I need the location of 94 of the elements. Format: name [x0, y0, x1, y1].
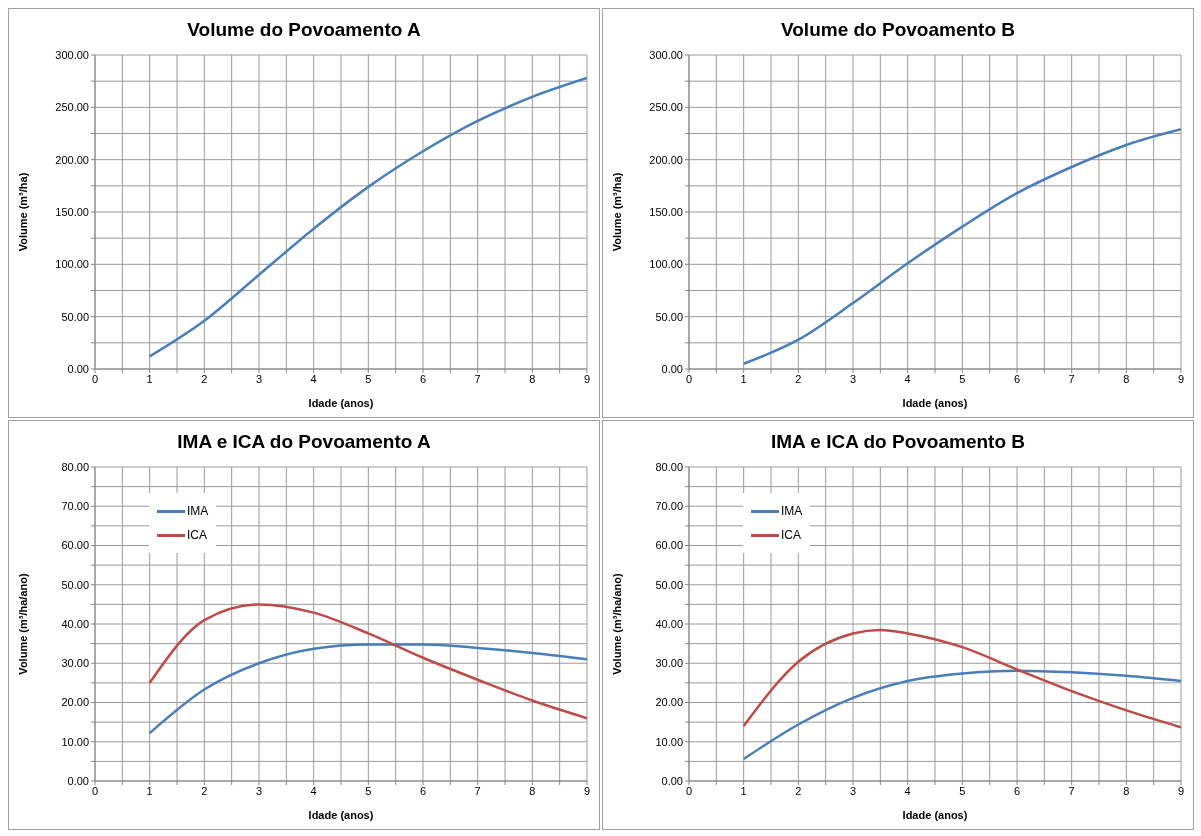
y-tick-label: 70.00 — [655, 500, 683, 513]
y-tick-label: 30.00 — [61, 657, 89, 670]
line-series — [742, 628, 1181, 729]
x-tick-label: 8 — [1123, 784, 1130, 797]
y-axis-title: Volume (m³/ha) — [16, 172, 29, 252]
y-tick-label: 250.00 — [649, 101, 683, 114]
x-tick-label: 5 — [365, 372, 372, 385]
x-tick-label: 4 — [310, 372, 317, 385]
y-tick-label: 100.00 — [55, 258, 89, 271]
y-axis-title: Volume (m³/ha/ano) — [16, 573, 29, 675]
x-tick-label: 5 — [959, 784, 966, 797]
y-tick-label: 200.00 — [55, 153, 89, 166]
legend-label: ICA — [187, 528, 208, 542]
chart-title: IMA e ICA do Povoamento A — [176, 430, 432, 454]
x-axis-title: Idade (anos) — [308, 397, 374, 409]
x-tick-label: 1 — [740, 372, 747, 385]
y-tick-label: 150.00 — [55, 205, 89, 218]
y-tick-label: 20.00 — [655, 696, 683, 709]
chart-title: IMA e ICA do Povoamento B — [769, 430, 1027, 454]
x-tick-label: 1 — [146, 784, 153, 797]
x-tick-label: 2 — [795, 784, 802, 797]
x-tick-label: 9 — [1177, 372, 1185, 385]
y-tick-label: 0.00 — [67, 774, 89, 787]
x-tick-label: 1 — [740, 784, 747, 797]
y-tick-label: 50.00 — [655, 578, 683, 591]
x-tick-label: 7 — [474, 372, 481, 385]
y-tick-label: 0.00 — [661, 362, 683, 375]
x-tick-label: 1 — [146, 372, 153, 385]
y-axis-title: Volume (m³/ha) — [610, 172, 623, 252]
y-tick-label: 10.00 — [655, 735, 683, 748]
legend-label: IMA — [781, 504, 803, 518]
line-series — [742, 128, 1181, 366]
x-tick-label: 7 — [1068, 372, 1075, 385]
y-tick-label: 50.00 — [655, 310, 683, 323]
line-series — [148, 603, 587, 720]
y-tick-label: 0.00 — [661, 774, 683, 787]
x-tick-label: 5 — [365, 784, 372, 797]
x-tick-label: 4 — [904, 372, 911, 385]
x-tick-label: 6 — [419, 372, 427, 385]
x-tick-label: 4 — [310, 784, 317, 797]
x-tick-label: 4 — [904, 784, 911, 797]
x-tick-label: 5 — [959, 372, 966, 385]
x-tick-label: 3 — [255, 372, 263, 385]
y-tick-label: 10.00 — [61, 735, 89, 748]
chart-title: Volume do Povoamento B — [780, 18, 1016, 42]
y-tick-label: 50.00 — [61, 578, 89, 591]
y-tick-label: 300.00 — [55, 48, 89, 61]
x-tick-label: 9 — [1177, 784, 1185, 797]
x-tick-label: 6 — [1013, 372, 1021, 385]
y-tick-label: 250.00 — [55, 101, 89, 114]
x-tick-label: 7 — [1068, 784, 1075, 797]
y-tick-label: 50.00 — [61, 310, 89, 323]
y-tick-label: 200.00 — [649, 153, 683, 166]
y-tick-label: 150.00 — [649, 205, 683, 218]
x-tick-label: 2 — [795, 372, 802, 385]
y-tick-label: 60.00 — [655, 539, 683, 552]
x-tick-label: 8 — [529, 372, 536, 385]
x-tick-label: 3 — [255, 784, 263, 797]
y-tick-label: 40.00 — [61, 617, 89, 630]
x-axis-title: Idade (anos) — [308, 809, 374, 821]
y-tick-label: 100.00 — [649, 258, 683, 271]
x-tick-label: 6 — [1013, 784, 1021, 797]
x-tick-label: 9 — [583, 372, 591, 385]
x-tick-label: 8 — [1123, 372, 1130, 385]
y-axis-title: Volume (m³/ha/ano) — [610, 573, 623, 675]
x-tick-label: 7 — [474, 784, 481, 797]
line-series — [148, 76, 587, 358]
x-tick-label: 3 — [849, 784, 857, 797]
line-series — [742, 669, 1181, 761]
x-tick-label: 8 — [529, 784, 536, 797]
y-tick-label: 40.00 — [655, 617, 683, 630]
x-axis-title: Idade (anos) — [902, 809, 968, 821]
x-tick-label: 9 — [583, 784, 591, 797]
x-tick-label: 0 — [685, 372, 693, 385]
legend-label: ICA — [781, 528, 802, 542]
y-tick-label: 60.00 — [61, 539, 89, 552]
chart-title: Volume do Povoamento A — [186, 18, 422, 42]
y-tick-label: 0.00 — [67, 362, 89, 375]
x-axis-title: Idade (anos) — [902, 397, 968, 409]
line-series — [148, 643, 587, 735]
x-tick-label: 2 — [201, 372, 208, 385]
legend-label: IMA — [187, 504, 209, 518]
x-tick-label: 3 — [849, 372, 857, 385]
x-tick-label: 0 — [91, 372, 99, 385]
x-tick-label: 2 — [201, 784, 208, 797]
y-tick-label: 80.00 — [61, 460, 89, 473]
x-tick-label: 0 — [685, 784, 693, 797]
x-tick-label: 6 — [419, 784, 427, 797]
y-tick-label: 70.00 — [61, 500, 89, 513]
y-tick-label: 300.00 — [649, 48, 683, 61]
y-tick-label: 80.00 — [655, 460, 683, 473]
y-tick-label: 30.00 — [655, 657, 683, 670]
x-tick-label: 0 — [91, 784, 99, 797]
y-tick-label: 20.00 — [61, 696, 89, 709]
